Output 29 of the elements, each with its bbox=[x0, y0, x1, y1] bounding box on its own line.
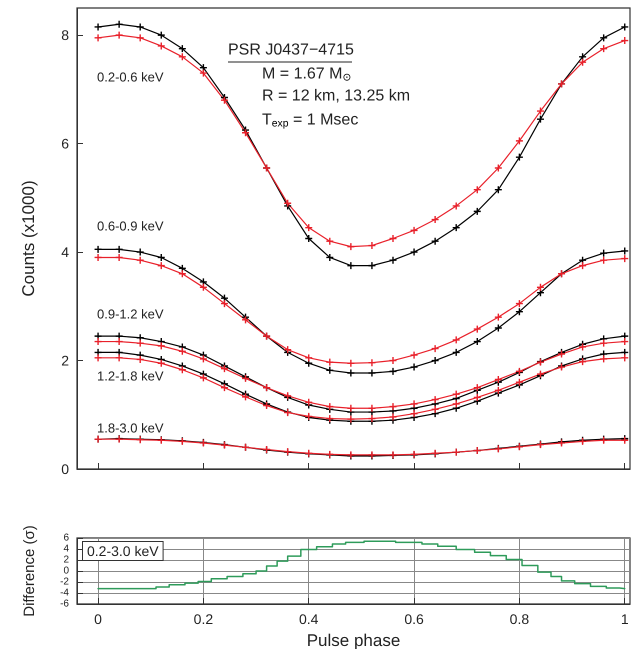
y-tick-label: 6 bbox=[63, 532, 70, 544]
y-tick-label: 6 bbox=[61, 136, 70, 152]
y-tick-label: 4 bbox=[63, 544, 70, 554]
x-tick-label: 0.8 bbox=[510, 611, 530, 627]
y-tick-label: -6 bbox=[60, 598, 70, 610]
x-tick-label: 0.4 bbox=[299, 611, 319, 627]
annotation: 0.2-0.6 keV bbox=[97, 70, 164, 84]
y-tick-label: -2 bbox=[60, 576, 70, 588]
y-tick-label: 0 bbox=[61, 461, 70, 477]
y-tick-label: 2 bbox=[63, 554, 70, 566]
annotation: R = 12 km, 13.25 km bbox=[262, 88, 410, 104]
x-tick-label: 0.2 bbox=[194, 611, 214, 627]
y-tick-label: 0 bbox=[63, 566, 70, 576]
annotation: PSR J0437−4715 bbox=[228, 42, 354, 58]
x-tick-label: 0 bbox=[94, 611, 102, 627]
y-axis-title: Difference (σ) bbox=[21, 525, 38, 617]
annotation: M = 1.67 M⊙ bbox=[262, 66, 350, 84]
x-tick-label: 1 bbox=[620, 611, 629, 627]
annotation: 0.6-0.9 keV bbox=[97, 218, 164, 234]
y-axis-title: Counts (x1000) bbox=[19, 180, 38, 297]
annotation: 0.2-3.0 keV bbox=[87, 543, 160, 559]
annotation: 1.8-3.0 keV bbox=[97, 420, 164, 436]
y-tick-label: -4 bbox=[60, 588, 70, 598]
y-tick-label: 4 bbox=[61, 244, 70, 260]
x-tick-label: 0.6 bbox=[404, 611, 424, 627]
annotation: 1.2-1.8 keV bbox=[97, 368, 164, 384]
y-tick-label: 2 bbox=[61, 352, 70, 369]
y-tick-label: 8 bbox=[61, 27, 70, 44]
annotation: 0.9-1.2 keV bbox=[97, 306, 164, 322]
